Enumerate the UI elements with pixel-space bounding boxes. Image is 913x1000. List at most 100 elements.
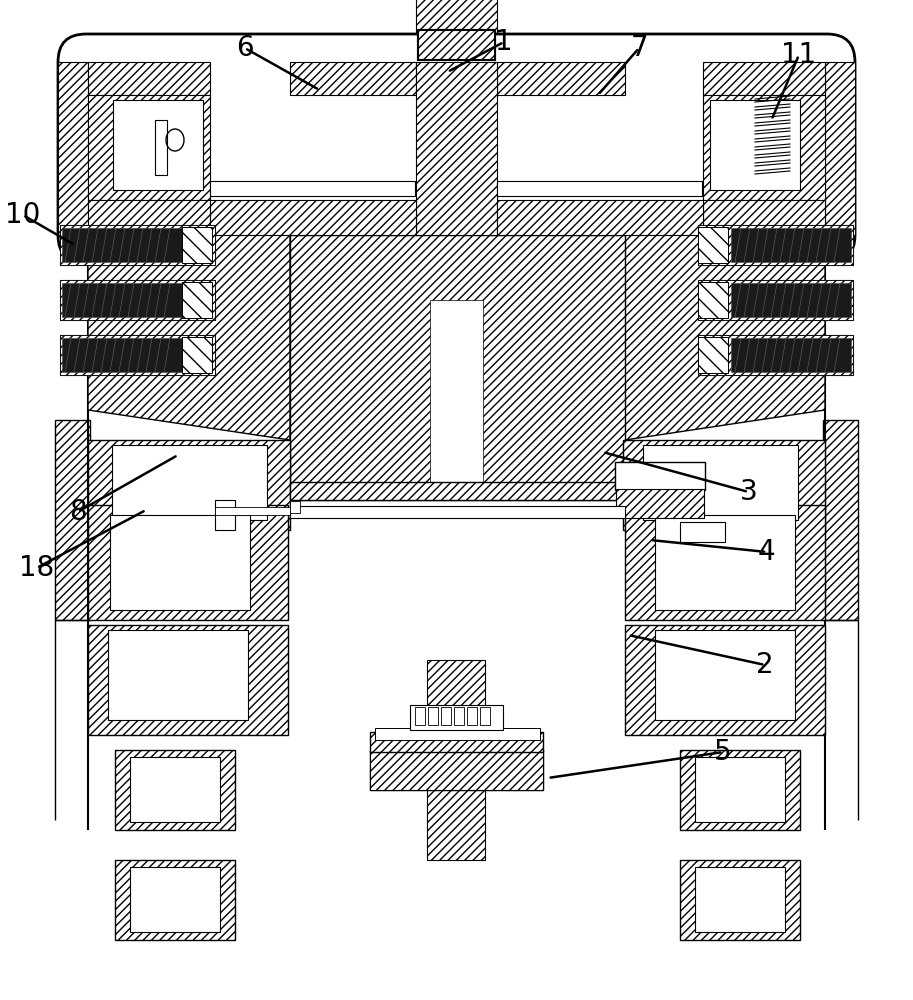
Polygon shape [88, 235, 290, 440]
Polygon shape [698, 225, 853, 265]
Bar [62, 338, 182, 372]
Polygon shape [88, 62, 210, 95]
Bar [62, 283, 182, 317]
Bar [427, 660, 485, 860]
Polygon shape [290, 235, 625, 500]
Bar [655, 630, 795, 720]
Bar [698, 282, 728, 318]
Polygon shape [370, 750, 543, 790]
Bar [430, 300, 483, 500]
Bar [698, 225, 853, 265]
Bar [625, 505, 825, 620]
Bar [55, 420, 90, 620]
Bar [62, 228, 182, 262]
Text: 6: 6 [236, 34, 254, 62]
Polygon shape [698, 335, 853, 375]
Bar [454, 707, 464, 725]
Polygon shape [703, 95, 825, 200]
Bar [370, 750, 543, 790]
Polygon shape [60, 335, 215, 375]
Polygon shape [703, 62, 825, 95]
Bar [698, 337, 728, 373]
Bar [88, 505, 288, 620]
Bar [410, 705, 503, 730]
Text: 1: 1 [495, 28, 513, 56]
Bar [731, 228, 851, 262]
Bar [113, 100, 203, 190]
Polygon shape [497, 200, 703, 235]
Bar [215, 507, 290, 515]
Polygon shape [60, 280, 215, 320]
Polygon shape [58, 62, 88, 235]
Bar [695, 757, 785, 822]
Bar [698, 227, 728, 263]
Polygon shape [497, 62, 625, 95]
Bar [710, 100, 800, 190]
Bar [416, 0, 497, 62]
FancyBboxPatch shape [58, 34, 855, 263]
Text: 2: 2 [756, 651, 774, 679]
Bar [441, 707, 451, 725]
Bar [415, 707, 425, 725]
Polygon shape [625, 235, 825, 440]
Bar [680, 750, 800, 830]
Polygon shape [616, 489, 704, 518]
Text: 3: 3 [740, 478, 758, 506]
Polygon shape [88, 95, 210, 200]
Polygon shape [418, 30, 495, 60]
Text: 11: 11 [782, 41, 816, 69]
Bar [698, 335, 853, 375]
Bar [497, 181, 702, 196]
Bar [823, 420, 858, 620]
Bar [112, 445, 267, 520]
Bar [60, 280, 215, 320]
Bar [290, 482, 625, 500]
Polygon shape [698, 280, 853, 320]
Bar [88, 625, 288, 735]
Bar [108, 630, 248, 720]
Bar [60, 335, 215, 375]
Bar [680, 522, 725, 542]
Bar [130, 757, 220, 822]
Bar [182, 282, 212, 318]
Bar [370, 732, 543, 752]
Bar [210, 181, 415, 196]
Text: 5: 5 [714, 738, 732, 766]
Polygon shape [825, 62, 855, 235]
Bar [480, 707, 490, 725]
Bar [110, 515, 250, 610]
Text: 18: 18 [19, 554, 54, 582]
Bar [215, 500, 235, 530]
Bar [182, 337, 212, 373]
Bar [155, 120, 167, 175]
Bar [290, 501, 300, 513]
Bar [731, 338, 851, 372]
Bar [623, 440, 825, 530]
Polygon shape [60, 225, 215, 265]
Bar [625, 625, 825, 735]
Bar [115, 750, 235, 830]
Bar [130, 867, 220, 932]
Bar [695, 867, 785, 932]
Bar [60, 225, 215, 265]
Bar [182, 227, 212, 263]
Bar [418, 30, 495, 60]
Bar [290, 506, 625, 518]
Text: 7: 7 [630, 34, 648, 62]
Text: 4: 4 [758, 538, 776, 566]
Bar [680, 860, 800, 940]
Text: 10: 10 [5, 201, 40, 229]
Bar [115, 860, 235, 940]
Polygon shape [210, 200, 416, 235]
Bar [731, 283, 851, 317]
Polygon shape [416, 62, 497, 235]
Bar [428, 707, 438, 725]
Bar [698, 280, 853, 320]
Bar [375, 728, 540, 740]
Polygon shape [703, 200, 825, 235]
Polygon shape [290, 62, 416, 95]
Bar [643, 445, 798, 520]
Text: 8: 8 [68, 498, 87, 526]
Bar [467, 707, 477, 725]
Bar [615, 462, 705, 490]
